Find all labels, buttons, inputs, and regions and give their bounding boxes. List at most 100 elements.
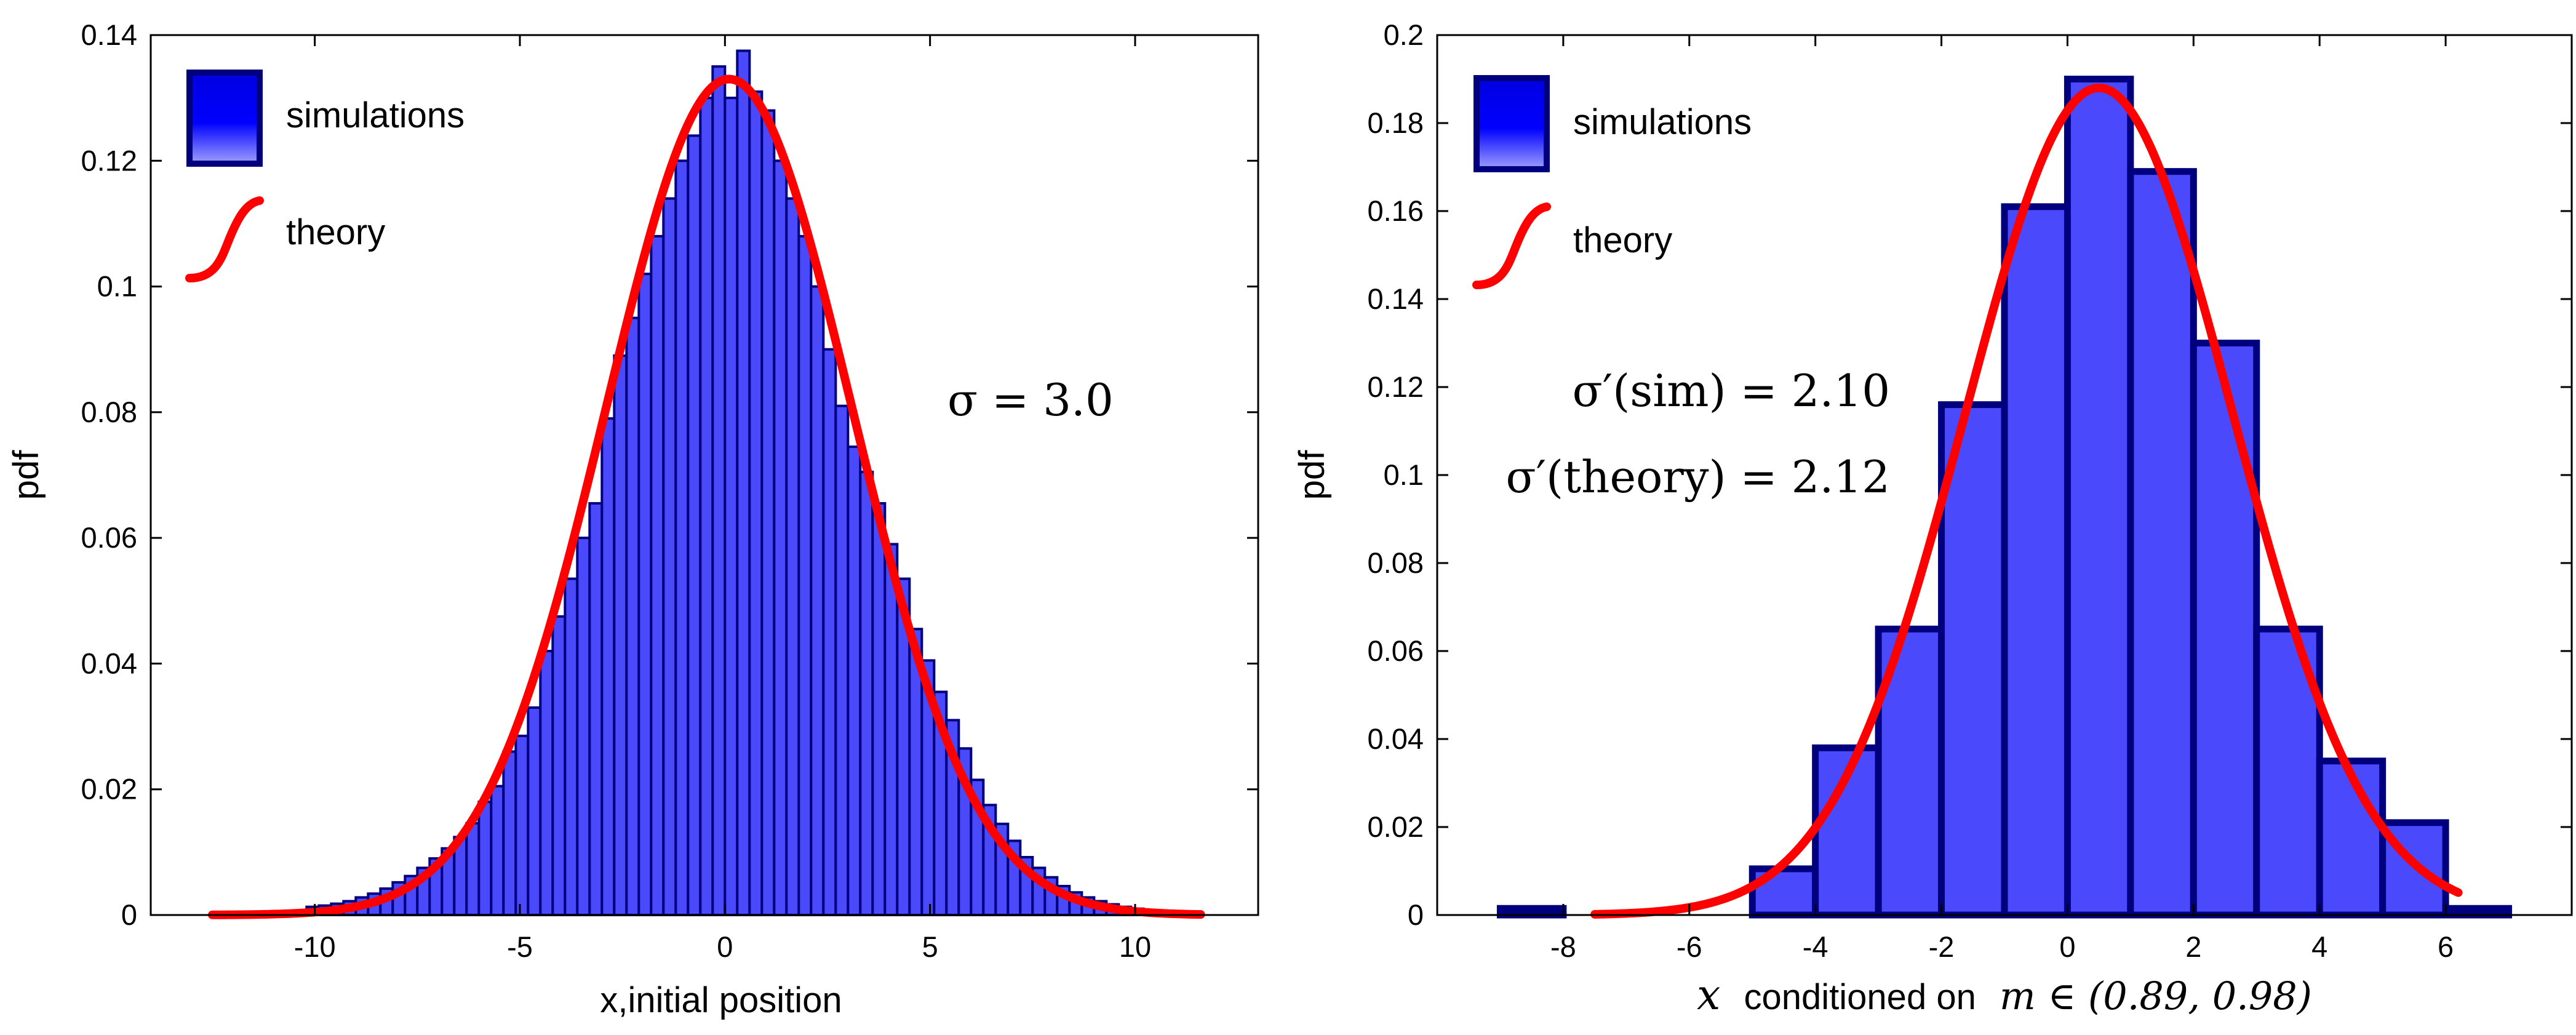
left-histogram-bar [773,159,788,916]
left-x-tick-label: -10 [294,930,336,963]
left-histogram-bar [662,197,677,917]
left-histogram-bar [514,734,530,916]
right-y-tick-label: 0.08 [1368,546,1424,579]
left-histogram-bar [564,577,579,916]
left-histogram-bar [600,417,616,916]
left-histogram-bar [810,285,825,917]
right-y-tick-label: 0.12 [1368,370,1424,403]
left-plot-frame [150,34,1259,916]
right-histogram-bars [1496,76,2513,919]
left-histogram-bar [736,49,751,916]
left-histogram-bar [687,134,702,916]
left-y-axis-label: pdf [6,450,46,500]
right-sigma-theory-annotation: σ′(theory) = 2.12 [1506,451,1890,503]
left-histogram-bar [883,543,899,916]
left-histogram-bar [588,502,604,916]
right-y-tick-label: 0.18 [1368,106,1424,139]
left-y-axis-ticks: 0 0.02 0.04 0.06 0.08 0.1 0.12 0.14 [81,18,1258,931]
left-histogram-bar [834,404,850,916]
right-y-tick-label: 0.06 [1368,634,1424,667]
left-x-axis-label: x,initial position [600,980,842,1020]
left-legend-theory-swatch [185,196,264,282]
left-y-tick-label: 0.02 [81,773,137,805]
right-y-tick-label: 0 [1408,898,1424,931]
right-y-tick-label: 0.04 [1368,722,1424,755]
left-legend: simulations theory [185,70,465,282]
right-y-axis-label: pdf [1292,450,1332,500]
right-legend: simulations theory [1472,75,1752,289]
left-histogram-bar [650,234,665,916]
left-histogram-bar [637,273,653,917]
right-x-tick-label: -4 [1803,930,1828,963]
left-histogram-bar [465,821,481,917]
left-histogram-bar [760,109,776,917]
left-histogram-bars [305,49,1145,917]
left-histogram-bar [551,615,567,916]
right-histogram-bar [2127,168,2197,919]
right-histogram-bar [2001,203,2071,919]
left-legend-simulations-label: simulations [286,95,465,135]
left-histogram-bar [748,90,764,916]
left-theory-curve [208,74,1205,919]
right-x-axis-ticks: -8 -6 -4 -2 0 2 4 6 [1550,35,2454,963]
right-y-tick-label: 0.1 [1384,458,1424,491]
left-histogram-bar [847,446,862,916]
right-x-axis-variable: x [1697,971,1720,1020]
left-histogram-bar [477,801,493,916]
right-y-axis-ticks: 0 0.02 0.04 0.06 0.08 0.1 0.12 0.14 0.16 0.18 0.2 [1368,18,2572,931]
right-chart-panel: 00.020.040.060.080.10.120.140.160.180.2 … [1292,18,2573,1020]
right-legend-simulations-label: simulations [1573,102,1752,142]
left-sigma-annotation: σ = 3.0 [947,374,1114,426]
left-histogram-bar [502,750,517,917]
left-y-tick-label: 0.12 [81,144,137,177]
right-x-tick-label: 0 [2059,930,2075,963]
right-y-tick-label: 0.02 [1368,810,1424,843]
right-x-tick-label: 6 [2438,930,2454,963]
right-x-tick-label: -8 [1550,930,1576,963]
left-legend-simulations-swatch [186,70,263,167]
left-histogram-bar [613,354,628,916]
left-x-axis-ticks: -10 -5 0 5 10 [294,35,1151,963]
right-y-tick-label: 0.16 [1368,194,1424,227]
left-histogram-bar [539,650,554,916]
right-histogram-bar [2442,905,2513,919]
left-y-tick-label: 0.04 [81,647,137,679]
right-x-axis-label: x conditioned on m ∈ (0.89, 0.98) [1697,971,2312,1020]
left-y-tick-label: 0 [121,898,137,931]
left-histogram-bar [871,502,887,916]
right-y-tick-label: 0.2 [1384,18,1424,51]
left-y-tick-label: 0.08 [81,396,137,428]
left-histogram-bar [724,97,739,917]
left-y-tick-label: 0.14 [81,18,137,51]
right-theory-curve [1590,83,2463,919]
left-x-tick-label: 10 [1119,930,1151,963]
right-x-axis-set: m ∈ (0.89, 0.98) [2000,973,2312,1018]
left-histogram-bar [699,97,714,917]
right-x-tick-label: -6 [1677,930,1702,963]
right-legend-simulations-swatch [1473,75,1550,172]
left-chart-panel: 0 0.02 0.04 0.06 0.08 0.1 0.12 0.14 -10 -5 0 5 10 p… [6,18,1259,1020]
right-x-tick-label: 2 [2185,930,2201,963]
right-x-axis-text: conditioned on [1744,977,1976,1017]
left-histogram-bar [527,706,542,917]
left-histogram-bar [797,234,813,916]
right-y-tick-label: 0.14 [1368,282,1424,315]
left-histogram-bar [674,159,690,916]
right-x-tick-label: 4 [2311,930,2327,963]
left-legend-theory-label: theory [286,212,385,252]
right-sigma-sim-annotation: σ′(sim) = 2.10 [1573,365,1890,417]
left-histogram-bar [859,470,874,916]
left-y-tick-label: 0.06 [81,521,137,554]
left-histogram-bar [785,197,800,917]
left-histogram-bar [711,65,727,917]
left-histogram-bar [490,785,505,917]
left-histogram-bar [625,316,640,916]
right-legend-theory-label: theory [1573,220,1672,260]
left-x-tick-label: -5 [507,930,533,963]
left-y-tick-label: 0.1 [97,270,137,303]
right-histogram-bar [1496,905,1567,919]
right-x-tick-label: -2 [1929,930,1955,963]
left-x-tick-label: 5 [922,930,938,963]
left-histogram-bar [576,537,591,916]
